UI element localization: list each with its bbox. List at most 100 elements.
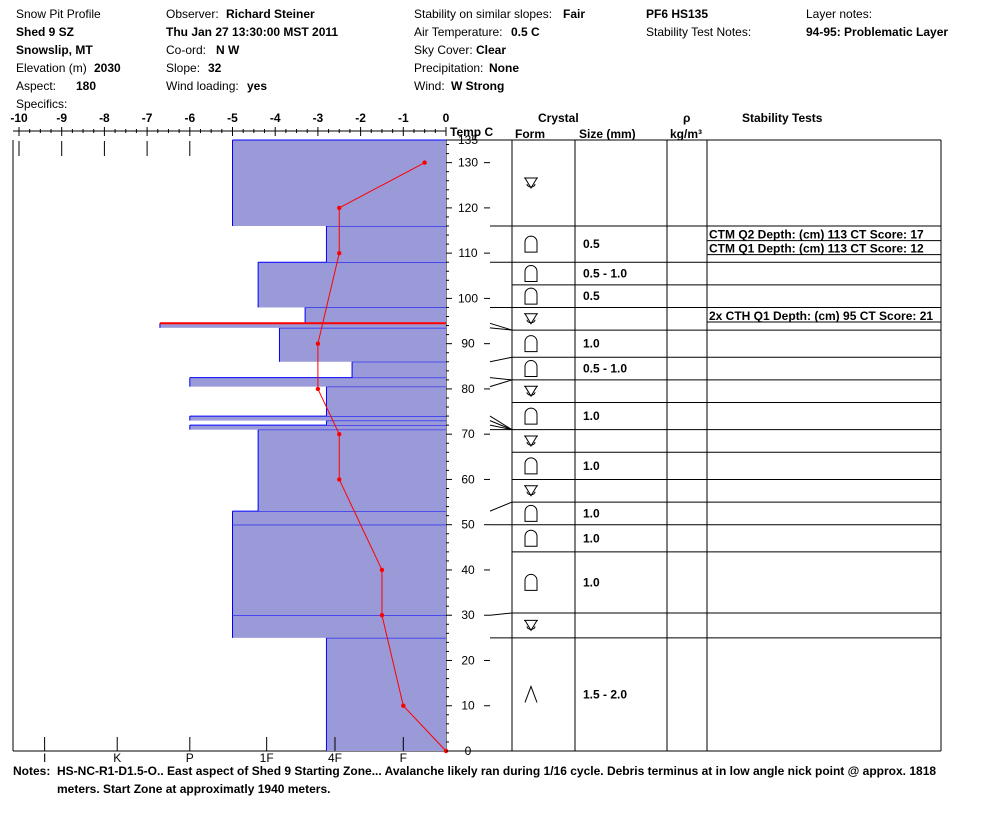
sky-value: Clear [476, 43, 507, 57]
coord-label: Co-ord: [166, 43, 207, 57]
hardness-tick-label: F [400, 751, 407, 765]
depth-tick-label: 50 [461, 518, 475, 532]
rounded-grain-icon [524, 529, 538, 547]
facet-rounding-arc [526, 319, 536, 324]
wind-label: Wind: [414, 79, 445, 93]
facet-rounding-icon [524, 177, 538, 189]
hardness-layer [189, 416, 447, 421]
aspect-label: Aspect: [16, 79, 57, 93]
depth-hoar-icon [524, 685, 538, 703]
crystal-size-label: 1.0 [583, 459, 600, 473]
depth-tick-label: 80 [461, 382, 475, 396]
rounded-grain-icon [524, 360, 538, 378]
temperature-point [337, 250, 342, 256]
stability-tests-header: Stability Tests [742, 111, 823, 125]
observation-datetime: Thu Jan 27 13:30:00 MST 2011 [166, 25, 339, 39]
precip-label: Precipitation: [414, 61, 484, 75]
wind-loading-value: yes [247, 79, 268, 93]
temperature-profile [315, 160, 449, 754]
rounded-grain-icon [524, 335, 538, 353]
wind-value: W Strong [451, 79, 505, 93]
stability-test-label: 2x CTH Q1 Depth: (cm) 95 CT Score: 21 [709, 309, 933, 323]
depth-tick-label: 90 [461, 337, 475, 351]
layer-connector [489, 322, 513, 331]
layer-connector [489, 415, 513, 431]
rounded-grain-icon [524, 457, 538, 475]
temperature-point [337, 205, 342, 211]
pit-title: Snow Pit Profile [16, 7, 101, 21]
coord-value: N W [216, 43, 240, 57]
temp-tick-label: -2 [355, 111, 366, 125]
facet-rounding-icon [524, 485, 538, 497]
depth-tick-label: 10 [461, 699, 475, 713]
observer-value: Richard Steiner [226, 7, 315, 21]
depth-tick-label: 20 [461, 653, 475, 667]
facet-rounding-icon [524, 313, 538, 325]
facet-rounding-icon [524, 385, 538, 398]
rounded-grain-icon [524, 235, 538, 253]
facet-rounding-arc [526, 392, 536, 396]
hardness-layer [326, 420, 446, 426]
hardness-layer [326, 225, 446, 263]
depth-tick-label: 120 [458, 201, 478, 215]
depth-tick-label: 60 [461, 472, 475, 486]
site-name: Shed 9 SZ [16, 25, 75, 39]
observer-label: Observer: [166, 7, 219, 21]
hardness-layer [305, 307, 446, 324]
facet-rounding-icon [524, 619, 538, 632]
hardness-layers [159, 139, 447, 751]
site-location: Snowslip, MT [16, 43, 93, 57]
slope-label: Slope: [166, 61, 201, 75]
temperature-point [379, 613, 385, 618]
hardness-tick-label: 1F [260, 751, 274, 765]
temp-tick-label: -3 [313, 111, 324, 125]
sky-label: Sky Cover: [414, 43, 473, 57]
temp-tick-label: -8 [99, 111, 110, 125]
precip-value: None [489, 61, 519, 75]
temperature-axis: -10 -9 -8 -7 -6 -5 -4 -3 -2 -1 0 [10, 111, 450, 156]
crystal-column: 0.5 0.5 - 1.0 0.5 1.0 0.5 - 1.0 1.0 1.0 1.0 1.0 1… [489, 139, 941, 703]
layer-connector [489, 420, 513, 431]
air-temp-value: 0.5 C [511, 25, 540, 39]
layer-notes-label: Layer notes: [806, 7, 873, 21]
depth-tick-label: 130 [458, 156, 478, 170]
crystal-size-label: 1.5 - 2.0 [583, 687, 627, 701]
elevation-label: Elevation (m) [16, 61, 87, 75]
hardness-layer [326, 637, 446, 751]
crystal-size-label: 1.0 [583, 409, 600, 423]
crystal-size-label: 1.0 [583, 531, 600, 545]
temperature-point [401, 703, 406, 708]
depth-tick-label: 30 [461, 608, 475, 622]
temp-tick-label: -6 [184, 111, 195, 125]
temp-tick-label: -9 [56, 111, 67, 125]
crystal-size-label: 1.0 [583, 575, 600, 589]
temperature-point [422, 160, 427, 165]
facet-rounding-arc [526, 626, 536, 630]
form-column-header: Form [515, 127, 545, 141]
rounded-grain-icon [524, 265, 538, 283]
pit-id: PF6 HS135 [646, 7, 709, 21]
layer-connector [489, 424, 513, 431]
hardness-layer [159, 323, 446, 328]
facet-rounding-arc [526, 491, 536, 496]
rounded-grain-icon [524, 573, 538, 591]
hardness-tick-label: K [113, 751, 121, 765]
crystal-size-label: 0.5 - 1.0 [583, 362, 627, 376]
temp-column-header: Temp C [450, 125, 494, 139]
crystal-size-label: 1.0 [583, 506, 600, 520]
notes-line-2: meters. Start Zone at approximatly 1940 … [57, 782, 331, 796]
crystal-size-label: 0.5 [583, 237, 600, 251]
size-column-header: Size (mm) [579, 127, 636, 141]
hardness-layer [232, 524, 446, 616]
air-temp-label: Air Temperature: [414, 25, 503, 39]
layer-connector [489, 612, 513, 616]
hardness-axis: I K P 1F 4F F [43, 737, 407, 765]
layer-connector [489, 379, 513, 388]
stability-tests-column: 2x CTH Q1 Depth: (cm) 95 CT Score: 21 CTM… [707, 228, 941, 323]
depth-tick-label: 40 [461, 563, 475, 577]
crystal-size-label: 0.5 - 1.0 [583, 267, 627, 281]
facet-rounding-icon [524, 435, 538, 447]
hardness-layer [232, 511, 446, 525]
depth-tick-label: 100 [458, 291, 478, 305]
layer-connector [489, 356, 513, 363]
